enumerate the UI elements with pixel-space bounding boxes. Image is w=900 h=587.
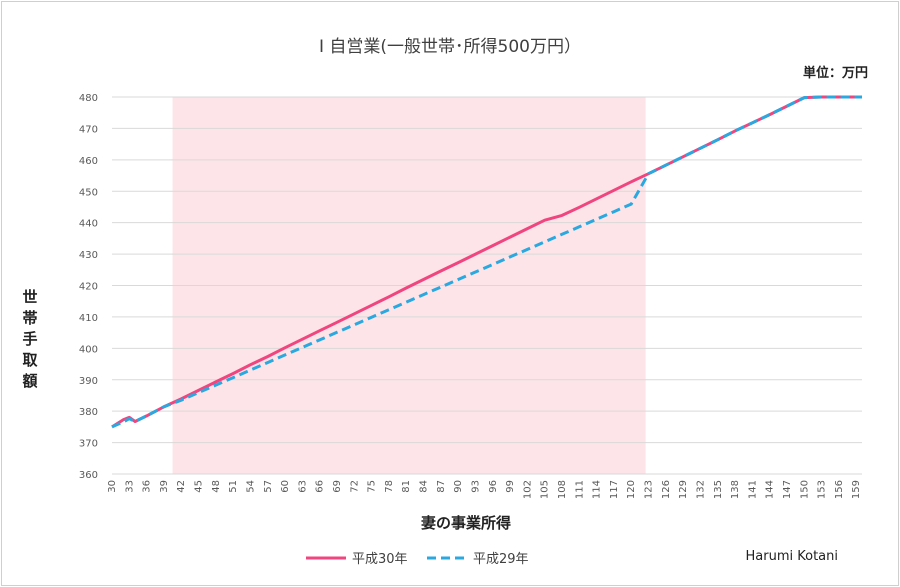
y-tick-label: 440 bbox=[79, 219, 98, 230]
y-axis-label-char: 取 bbox=[22, 351, 38, 369]
x-axis-label: 妻の事業所得 bbox=[421, 514, 511, 532]
x-tick-label: 84 bbox=[419, 480, 430, 493]
y-tick-label: 410 bbox=[79, 313, 98, 324]
x-tick-label: 45 bbox=[194, 480, 205, 493]
x-tick-label: 39 bbox=[159, 480, 170, 493]
x-tick-label: 69 bbox=[332, 480, 343, 493]
x-tick-label: 96 bbox=[488, 480, 499, 493]
x-tick-label: 51 bbox=[228, 480, 239, 493]
x-tick-label: 60 bbox=[280, 480, 291, 493]
y-tick-label: 400 bbox=[79, 344, 98, 355]
unit-label: 単位：万円 bbox=[803, 65, 868, 81]
x-tick-label: 120 bbox=[626, 480, 637, 499]
y-axis-label-char: 手 bbox=[22, 330, 37, 348]
x-tick-label: 42 bbox=[176, 480, 187, 493]
x-tick-label: 48 bbox=[211, 480, 222, 493]
x-tick-label: 132 bbox=[695, 480, 706, 499]
y-axis-label-char: 額 bbox=[21, 372, 37, 390]
x-tick-label: 87 bbox=[436, 480, 447, 493]
legend: 平成30年 平成29年 bbox=[306, 552, 529, 567]
x-tick-label: 33 bbox=[124, 480, 135, 493]
x-tick-label: 135 bbox=[713, 480, 724, 499]
x-tick-label: 150 bbox=[799, 480, 810, 499]
credit-label: Harumi Kotani bbox=[746, 549, 838, 564]
x-tick-label: 117 bbox=[609, 480, 620, 499]
y-axis-label-char: 世 bbox=[22, 288, 37, 306]
series-line-2 bbox=[111, 95, 862, 429]
x-tick-label: 75 bbox=[367, 480, 378, 493]
x-tick-label: 138 bbox=[730, 480, 741, 499]
x-tick-label: 156 bbox=[834, 480, 845, 499]
y-tick-label: 430 bbox=[79, 250, 98, 261]
x-tick-label: 36 bbox=[142, 480, 153, 493]
legend-label-1: 平成30年 bbox=[352, 552, 408, 567]
chart-title: Ⅰ 自営業(一般世帯･所得500万円） bbox=[319, 37, 581, 57]
x-tick-label: 102 bbox=[522, 480, 533, 499]
x-tick-label: 114 bbox=[592, 480, 603, 499]
x-tick-label: 72 bbox=[349, 480, 360, 493]
x-tick-label: 123 bbox=[644, 480, 655, 499]
y-tick-label: 370 bbox=[79, 439, 98, 450]
y-tick-label: 460 bbox=[79, 156, 98, 167]
x-tick-label: 99 bbox=[505, 480, 516, 493]
x-tick-label: 141 bbox=[747, 480, 758, 499]
x-tick-label: 147 bbox=[782, 480, 793, 499]
y-tick-label: 420 bbox=[79, 282, 98, 293]
x-tick-label: 153 bbox=[817, 480, 828, 499]
x-tick-label: 129 bbox=[678, 480, 689, 499]
y-tick-label: 470 bbox=[79, 124, 98, 135]
y-tick-label: 450 bbox=[79, 187, 98, 198]
x-tick-label: 111 bbox=[574, 480, 585, 499]
x-tick-label: 81 bbox=[401, 480, 412, 493]
x-tick-label: 78 bbox=[384, 480, 395, 493]
x-tick-label: 57 bbox=[263, 480, 274, 493]
y-axis-label-char: 帯 bbox=[22, 309, 37, 327]
x-tick-label: 93 bbox=[470, 480, 481, 493]
x-tick-label: 159 bbox=[851, 480, 862, 499]
x-tick-label: 30 bbox=[107, 480, 118, 493]
y-tick-label: 480 bbox=[79, 93, 98, 104]
x-tick-label: 90 bbox=[453, 480, 464, 493]
y-tick-label: 360 bbox=[79, 470, 98, 481]
x-tick-label: 144 bbox=[765, 480, 776, 499]
y-tick-label: 390 bbox=[79, 376, 98, 387]
x-tick-label: 126 bbox=[661, 480, 672, 499]
x-tick-label: 108 bbox=[557, 480, 568, 499]
x-tick-label: 63 bbox=[297, 480, 308, 493]
x-tick-label: 66 bbox=[315, 480, 326, 493]
legend-label-2: 平成29年 bbox=[473, 552, 529, 567]
y-tick-label: 380 bbox=[79, 407, 98, 418]
x-tick-label: 54 bbox=[245, 480, 256, 493]
x-tick-label: 105 bbox=[540, 480, 551, 499]
